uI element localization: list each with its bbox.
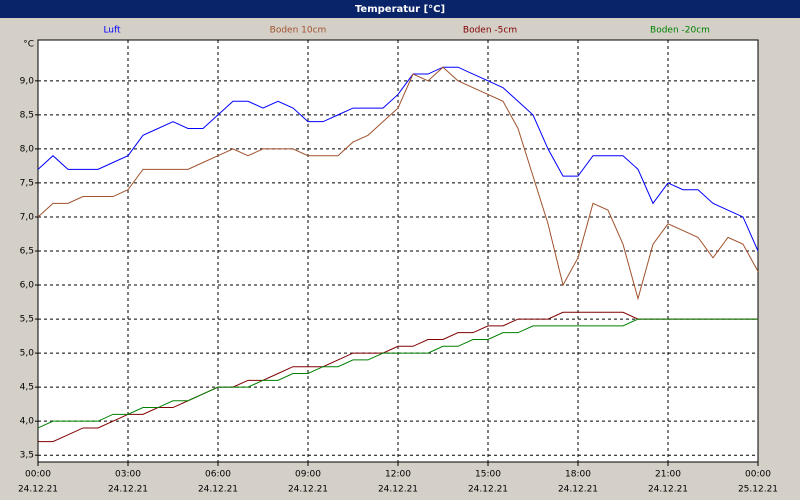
y-tick-label: 6,5 [20,247,34,257]
x-tick-label: 21:00 [655,470,681,480]
y-tick-label: 8,0 [20,144,35,154]
x-tick-label: 06:00 [205,470,231,480]
series-line [37,66,759,301]
legend-label: Boden -5cm [463,26,517,36]
x-tick-date: 25.12.21 [738,485,778,495]
y-tick-label: 4,5 [20,383,34,393]
title-bar [0,0,800,18]
series-line [37,318,758,429]
x-tick-label: 18:00 [565,470,591,480]
y-tick-label: 6,0 [20,281,35,291]
y-tick-label: 7,5 [20,178,34,188]
x-tick-label: 00:00 [25,470,51,480]
y-tick-label: 7,0 [20,212,35,222]
x-tick-date: 24.12.21 [648,485,688,495]
x-tick-date: 24.12.21 [378,485,418,495]
x-tick-label: 03:00 [115,470,141,480]
y-tick-label: 3,5 [20,451,34,461]
y-tick-label: 4,0 [20,417,35,427]
x-tick-label: 12:00 [385,470,411,480]
y-unit: °C [23,40,34,50]
y-tick-label: 5,5 [20,315,34,325]
x-tick-date: 24.12.21 [108,485,148,495]
series-line [37,66,759,252]
chart-title: Temperatur [°C] [355,4,445,15]
legend-label: Boden 10cm [270,26,327,36]
x-tick-label: 00:00 [745,470,771,480]
y-tick-label: 5,0 [20,349,35,359]
x-tick-label: 15:00 [475,470,501,480]
x-tick-date: 24.12.21 [198,485,238,495]
y-tick-label: 9,0 [20,76,35,86]
x-tick-date: 24.12.21 [468,485,508,495]
x-tick-date: 24.12.21 [558,485,598,495]
x-tick-label: 09:00 [295,470,321,480]
x-tick-date: 24.12.21 [288,485,328,495]
legend-label: Luft [103,26,121,36]
x-tick-date: 24.12.21 [18,485,58,495]
legend-label: Boden -20cm [650,26,710,36]
y-tick-label: 8,5 [20,110,34,120]
